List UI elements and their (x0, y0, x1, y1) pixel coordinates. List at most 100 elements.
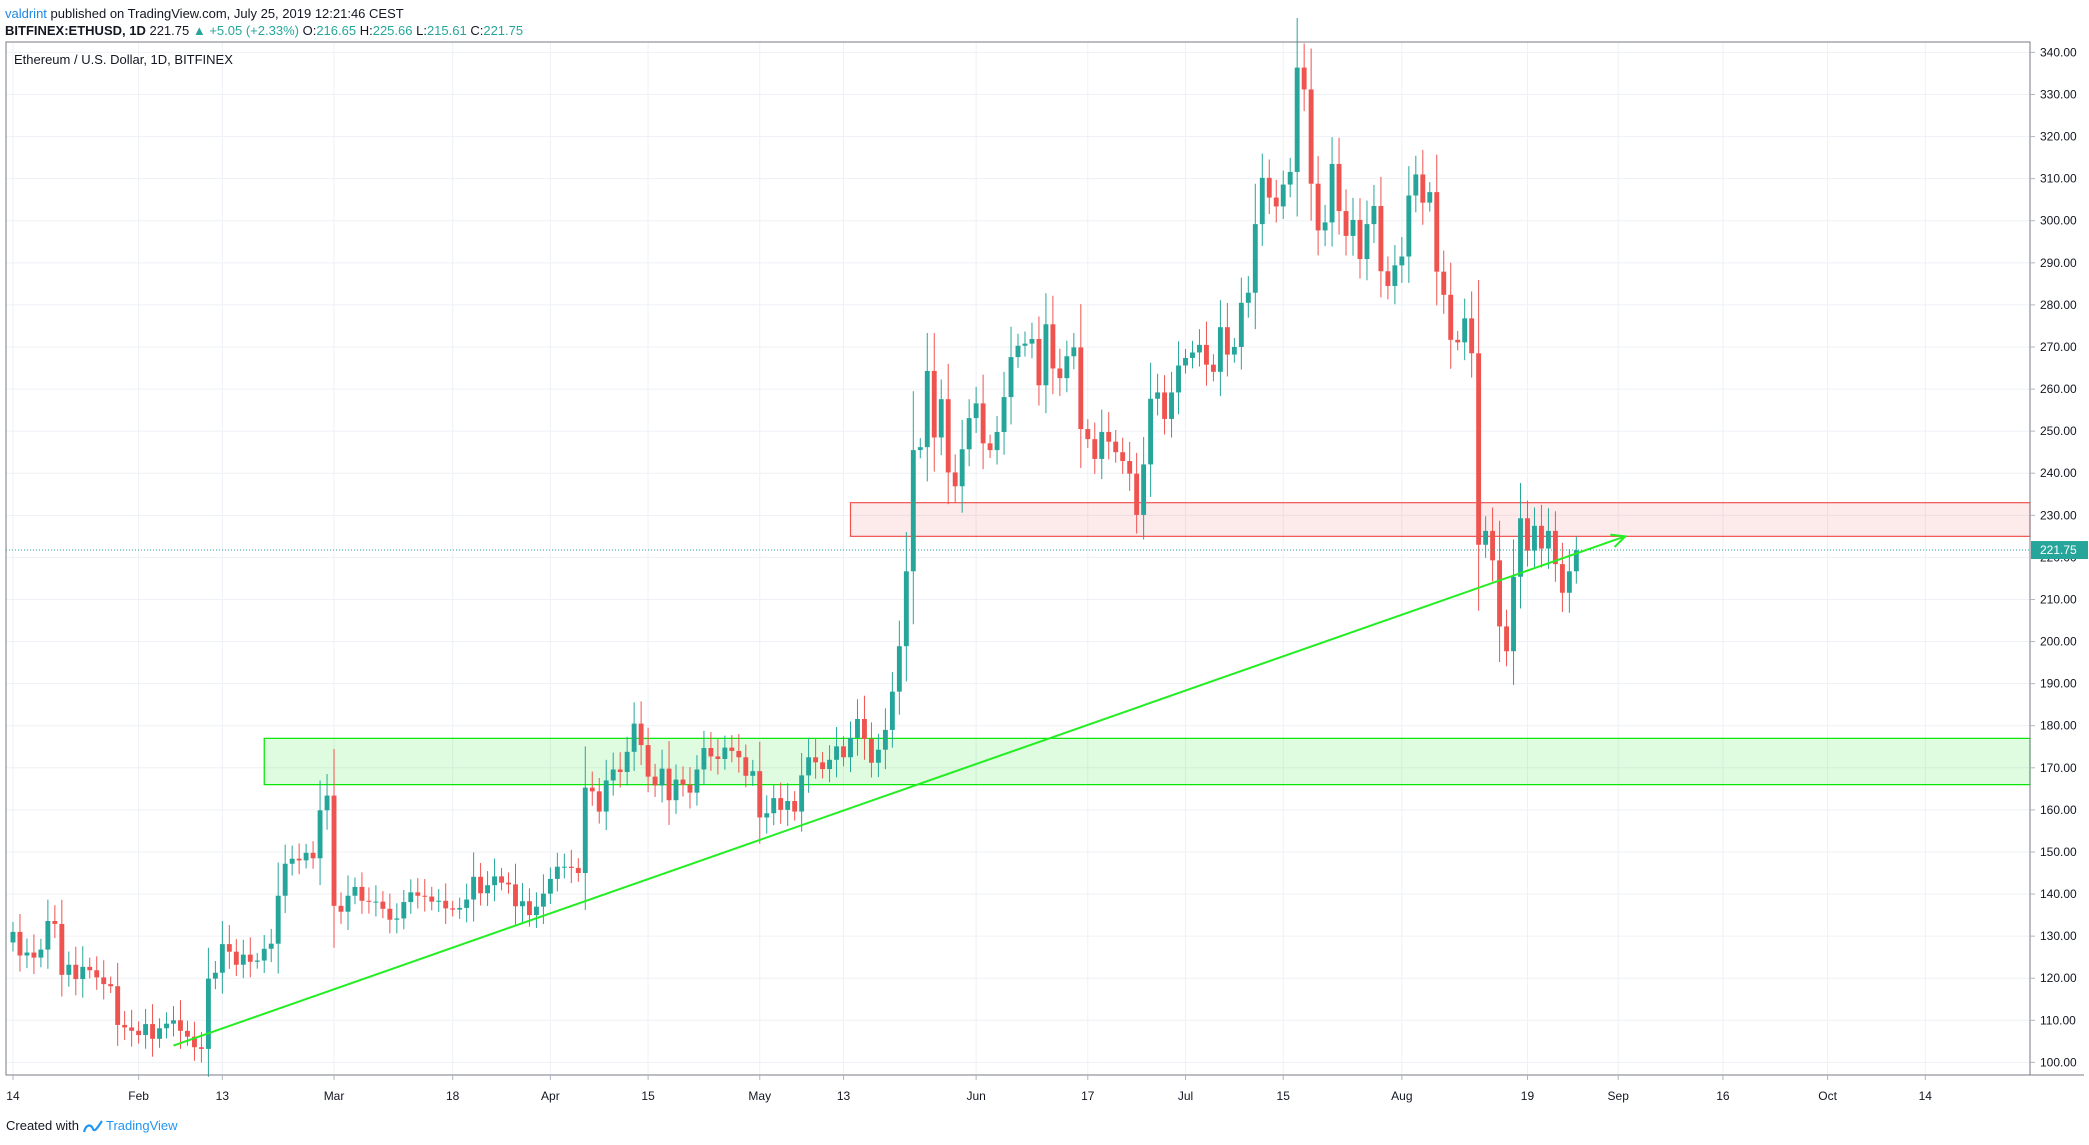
candle-down (331, 795, 337, 906)
x-tick-label: Feb (128, 1089, 149, 1103)
tradingview-brand[interactable]: TradingView (106, 1118, 178, 1133)
candle-down (366, 900, 372, 902)
candle-up (603, 780, 609, 812)
close-label: C: (470, 23, 484, 38)
candle-up (1329, 163, 1335, 223)
x-tick-label: 14 (1919, 1089, 1933, 1103)
trendline (173, 535, 1626, 1047)
x-tick-label: Jun (966, 1089, 985, 1103)
price-axis[interactable]: 100.00 110.00 120.00 130.00 140.00 150.00 160.… (2030, 45, 2088, 1069)
candle-up (1148, 398, 1154, 465)
candle-up (924, 370, 930, 448)
candle-down (1162, 392, 1168, 419)
candle-up (938, 399, 944, 438)
x-tick-label: 15 (641, 1089, 655, 1103)
chart-frame (5, 41, 2084, 1076)
candle-up (994, 431, 1000, 451)
open-value: 216.65 (316, 23, 357, 38)
candle-up (750, 771, 756, 776)
y-tick-label: 110.00 (2040, 1013, 2076, 1027)
publish-line: valdrint published on TradingView.com, J… (5, 6, 523, 23)
high-label: H: (359, 23, 373, 38)
y-tick-label: 120.00 (2040, 971, 2077, 985)
candle-up (1287, 171, 1293, 185)
candle-down (198, 1047, 204, 1049)
candle-up (212, 972, 218, 979)
candle-up (554, 866, 560, 879)
published-text: published on TradingView.com, July 25, 2… (50, 6, 404, 21)
candle-up (966, 418, 972, 450)
y-tick-label: 270.00 (2040, 340, 2077, 354)
candle-up (345, 895, 351, 912)
candle-down (450, 908, 456, 910)
candle-up (1043, 324, 1049, 386)
open-label: O: (302, 23, 317, 38)
support-zone (263, 737, 2031, 786)
low-value: 215.61 (426, 23, 467, 38)
candle-up (540, 893, 546, 907)
plot-border (5, 41, 2031, 1076)
y-tick-label: 290.00 (2040, 256, 2077, 270)
candle-up (1064, 356, 1070, 379)
x-tick-label: 14 (6, 1089, 20, 1103)
candle-down (1078, 347, 1084, 430)
candle-down (415, 892, 421, 896)
last-value: 221.75 (149, 23, 190, 38)
candle-down (1469, 318, 1475, 354)
candle-up (401, 902, 407, 919)
y-tick-label: 250.00 (2040, 424, 2077, 438)
candle-up (1518, 518, 1523, 577)
candle-down (645, 745, 651, 777)
candle-up (701, 748, 707, 770)
candle-down (666, 768, 672, 801)
candle-up (1169, 392, 1174, 419)
author-link[interactable]: valdrint (5, 6, 47, 21)
candle-up (219, 944, 225, 973)
resistance-zone (849, 502, 2031, 537)
candle-up (66, 964, 72, 975)
candle-down (310, 852, 316, 859)
candle-down (575, 867, 581, 874)
candle-up (882, 729, 888, 750)
time-axis[interactable]: 14 Feb 13 Mar 18 Apr 15 May 13 Jun 17 Jul 15 Aug 19 Sep… (6, 1075, 1932, 1103)
candle-up (785, 801, 791, 810)
candle-down (1273, 197, 1279, 207)
candle-up (1371, 206, 1377, 225)
candle-up (408, 892, 414, 903)
x-tick-label: Apr (541, 1089, 560, 1103)
candle-down (136, 1030, 142, 1036)
candle-up (1566, 571, 1572, 593)
candle-up (973, 403, 979, 419)
candle-down (652, 776, 658, 786)
high-value: 225.66 (372, 23, 413, 38)
candle-up (533, 906, 539, 916)
last-price-label: 221.75 (2040, 543, 2077, 557)
candle-down (191, 1036, 197, 1048)
candle-down (115, 986, 121, 1025)
candle-up (1238, 302, 1244, 347)
candle-up (282, 863, 288, 896)
candle-down (17, 931, 23, 956)
x-tick-label: 13 (837, 1089, 851, 1103)
candle-up (1022, 343, 1028, 346)
y-tick-label: 100.00 (2040, 1055, 2077, 1069)
candle-down (1455, 339, 1461, 343)
candle-up (1399, 256, 1405, 266)
candle-up (771, 798, 777, 814)
y-tick-label: 200.00 (2040, 635, 2077, 649)
candle-up (1176, 365, 1181, 393)
candle-up (547, 878, 553, 894)
candle-up (457, 907, 463, 910)
candle-up (896, 646, 902, 692)
candle-up (1413, 174, 1419, 196)
x-tick-label: 16 (1716, 1089, 1730, 1103)
y-tick-label: 280.00 (2040, 298, 2077, 312)
candle-up (1392, 265, 1398, 286)
x-tick-label: Sep (1608, 1089, 1630, 1103)
candle-up (143, 1024, 149, 1036)
x-tick-label: Oct (1818, 1089, 1837, 1103)
y-tick-label: 150.00 (2040, 845, 2077, 859)
candle-down (1120, 452, 1126, 462)
candle-down (596, 791, 602, 812)
